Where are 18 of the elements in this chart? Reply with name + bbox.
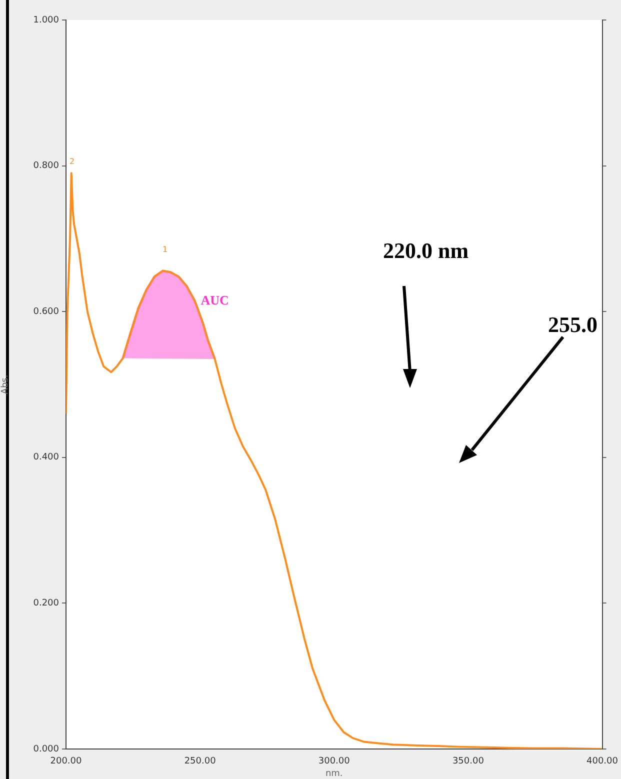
y-tick-label: 1.000 bbox=[33, 15, 60, 26]
y-axis-title: Abs. bbox=[0, 374, 11, 394]
annotation: 255.0 bbox=[548, 312, 598, 338]
y-tick-label: 0.000 bbox=[33, 744, 60, 754]
x-tick-label: 200.00 bbox=[50, 756, 82, 767]
x-tick-label: 350.00 bbox=[452, 756, 484, 767]
x-tick-label: 250.00 bbox=[184, 756, 216, 767]
annotation: 220.0 nm bbox=[383, 238, 469, 264]
x-axis-title: nm. bbox=[325, 768, 343, 779]
series-label: AUC bbox=[200, 292, 229, 308]
annotation: 2 bbox=[69, 157, 75, 166]
annotation: 1 bbox=[162, 245, 168, 254]
y-tick-label: 0.400 bbox=[33, 452, 60, 463]
x-tick-label: 300.00 bbox=[318, 756, 350, 767]
y-tick-label: 0.800 bbox=[33, 161, 60, 172]
x-tick-label: 400.00 bbox=[586, 756, 618, 767]
y-tick-label: 0.600 bbox=[33, 306, 60, 317]
y-tick-label: 0.200 bbox=[33, 598, 60, 609]
